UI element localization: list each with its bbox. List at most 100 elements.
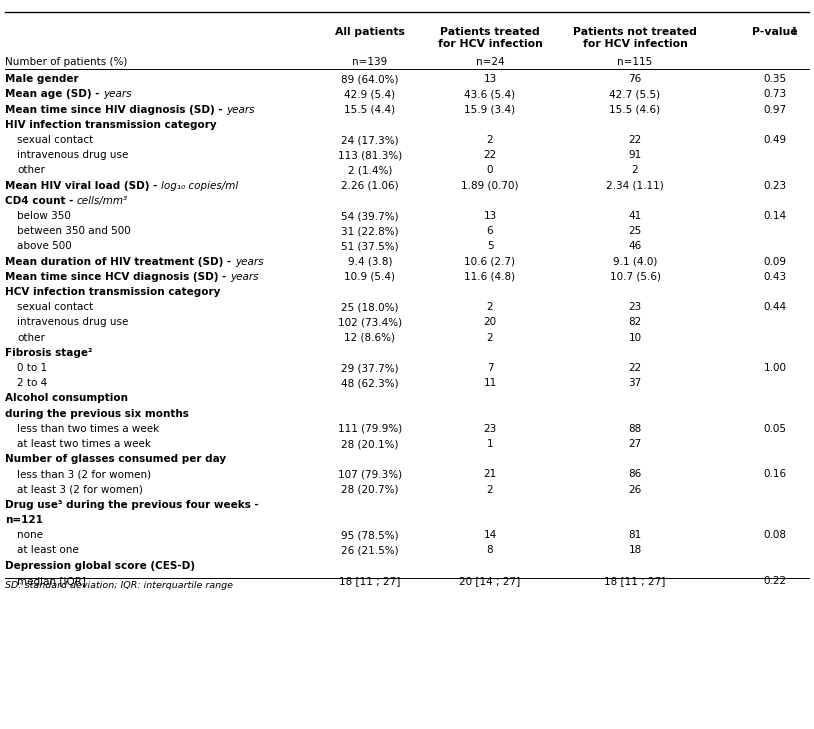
Text: 28 (20.1%): 28 (20.1%) xyxy=(341,439,399,449)
Text: less than two times a week: less than two times a week xyxy=(17,424,160,434)
Text: none: none xyxy=(17,530,43,540)
Text: 81: 81 xyxy=(628,530,641,540)
Text: Number of glasses consumed per day: Number of glasses consumed per day xyxy=(5,454,226,464)
Text: n=139: n=139 xyxy=(352,57,387,67)
Text: 51 (37.5%): 51 (37.5%) xyxy=(341,241,399,252)
Text: 0.35: 0.35 xyxy=(764,74,786,85)
Text: 0 to 1: 0 to 1 xyxy=(17,363,47,373)
Text: Patients not treated
for HCV infection: Patients not treated for HCV infection xyxy=(573,27,697,50)
Text: 102 (73.4%): 102 (73.4%) xyxy=(338,317,402,327)
Text: Alcohol consumption: Alcohol consumption xyxy=(5,394,128,403)
Text: 15.5 (4.4): 15.5 (4.4) xyxy=(344,104,396,114)
Text: 26: 26 xyxy=(628,485,641,494)
Text: 82: 82 xyxy=(628,317,641,327)
Text: 15.9 (3.4): 15.9 (3.4) xyxy=(465,104,515,114)
Text: 22: 22 xyxy=(628,135,641,145)
Text: 25: 25 xyxy=(628,226,641,236)
Text: 26 (21.5%): 26 (21.5%) xyxy=(341,545,399,555)
Text: 2 to 4: 2 to 4 xyxy=(17,378,47,389)
Text: 0: 0 xyxy=(487,165,493,176)
Text: years: years xyxy=(103,90,132,99)
Text: 24 (17.3%): 24 (17.3%) xyxy=(341,135,399,145)
Text: 89 (64.0%): 89 (64.0%) xyxy=(341,74,399,85)
Text: during the previous six months: during the previous six months xyxy=(5,408,189,418)
Text: 13: 13 xyxy=(484,211,497,221)
Text: HCV infection transmission category: HCV infection transmission category xyxy=(5,287,221,297)
Text: 0.23: 0.23 xyxy=(764,181,786,190)
Text: Patients treated
for HCV infection: Patients treated for HCV infection xyxy=(438,27,542,50)
Text: median [IQR]: median [IQR] xyxy=(17,576,86,586)
Text: n=121: n=121 xyxy=(5,515,43,525)
Text: 8: 8 xyxy=(487,545,493,555)
Text: between 350 and 500: between 350 and 500 xyxy=(17,226,131,236)
Text: 27: 27 xyxy=(628,439,641,449)
Text: Male gender: Male gender xyxy=(5,74,79,85)
Text: sexual contact: sexual contact xyxy=(17,303,94,312)
Text: 42.9 (5.4): 42.9 (5.4) xyxy=(344,90,396,99)
Text: 18 [11 ; 27]: 18 [11 ; 27] xyxy=(339,576,400,586)
Text: 111 (79.9%): 111 (79.9%) xyxy=(338,424,402,434)
Text: 0.49: 0.49 xyxy=(764,135,786,145)
Text: 25 (18.0%): 25 (18.0%) xyxy=(341,303,399,312)
Text: 2 (1.4%): 2 (1.4%) xyxy=(348,165,392,176)
Text: 2.26 (1.06): 2.26 (1.06) xyxy=(341,181,399,190)
Text: 2: 2 xyxy=(487,135,493,145)
Text: 43.6 (5.4): 43.6 (5.4) xyxy=(465,90,515,99)
Text: 0.43: 0.43 xyxy=(764,272,786,282)
Text: 1: 1 xyxy=(791,27,797,36)
Text: n=115: n=115 xyxy=(617,57,653,67)
Text: 48 (62.3%): 48 (62.3%) xyxy=(341,378,399,389)
Text: 37: 37 xyxy=(628,378,641,389)
Text: P-value: P-value xyxy=(752,27,798,37)
Text: 1: 1 xyxy=(487,439,493,449)
Text: 107 (79.3%): 107 (79.3%) xyxy=(338,469,402,480)
Text: 0.05: 0.05 xyxy=(764,424,786,434)
Text: Mean time since HCV diagnosis (SD) -: Mean time since HCV diagnosis (SD) - xyxy=(5,272,230,282)
Text: CD4 count -: CD4 count - xyxy=(5,196,77,206)
Text: log₁₀ copies/ml: log₁₀ copies/ml xyxy=(161,181,239,190)
Text: 11: 11 xyxy=(484,378,497,389)
Text: intravenous drug use: intravenous drug use xyxy=(17,150,129,160)
Text: HIV infection transmission category: HIV infection transmission category xyxy=(5,120,217,130)
Text: 0.14: 0.14 xyxy=(764,211,786,221)
Text: 10.9 (5.4): 10.9 (5.4) xyxy=(344,272,396,282)
Text: 46: 46 xyxy=(628,241,641,252)
Text: 23: 23 xyxy=(484,424,497,434)
Text: 0.22: 0.22 xyxy=(764,576,786,586)
Text: 2.34 (1.11): 2.34 (1.11) xyxy=(606,181,664,190)
Text: 2: 2 xyxy=(487,485,493,494)
Text: 28 (20.7%): 28 (20.7%) xyxy=(341,485,399,494)
Text: above 500: above 500 xyxy=(17,241,72,252)
Text: Number of patients (%): Number of patients (%) xyxy=(5,57,127,67)
Text: years: years xyxy=(226,104,255,114)
Text: Mean age (SD) -: Mean age (SD) - xyxy=(5,90,103,99)
Text: 2: 2 xyxy=(487,303,493,312)
Text: 20 [14 ; 27]: 20 [14 ; 27] xyxy=(459,576,521,586)
Text: 113 (81.3%): 113 (81.3%) xyxy=(338,150,402,160)
Text: 10: 10 xyxy=(628,332,641,343)
Text: 10.6 (2.7): 10.6 (2.7) xyxy=(465,257,515,267)
Text: 21: 21 xyxy=(484,469,497,480)
Text: Depression global score (CES-D): Depression global score (CES-D) xyxy=(5,561,195,571)
Text: All patients: All patients xyxy=(335,27,405,37)
Text: 0.16: 0.16 xyxy=(764,469,786,480)
Text: 1.00: 1.00 xyxy=(764,363,786,373)
Text: 0.08: 0.08 xyxy=(764,530,786,540)
Text: 23: 23 xyxy=(628,303,641,312)
Text: 31 (22.8%): 31 (22.8%) xyxy=(341,226,399,236)
Text: 0.97: 0.97 xyxy=(764,104,786,114)
Text: years: years xyxy=(235,257,264,267)
Text: 20: 20 xyxy=(484,317,497,327)
Text: cells/mm³: cells/mm³ xyxy=(77,196,128,206)
Text: 41: 41 xyxy=(628,211,641,221)
Text: 9.1 (4.0): 9.1 (4.0) xyxy=(613,257,657,267)
Text: 54 (39.7%): 54 (39.7%) xyxy=(341,211,399,221)
Text: 11.6 (4.8): 11.6 (4.8) xyxy=(465,272,515,282)
Text: 86: 86 xyxy=(628,469,641,480)
Text: 1.89 (0.70): 1.89 (0.70) xyxy=(462,181,519,190)
Text: 22: 22 xyxy=(628,363,641,373)
Text: 7: 7 xyxy=(487,363,493,373)
Text: 2: 2 xyxy=(632,165,638,176)
Text: other: other xyxy=(17,165,45,176)
Text: 9.4 (3.8): 9.4 (3.8) xyxy=(348,257,392,267)
